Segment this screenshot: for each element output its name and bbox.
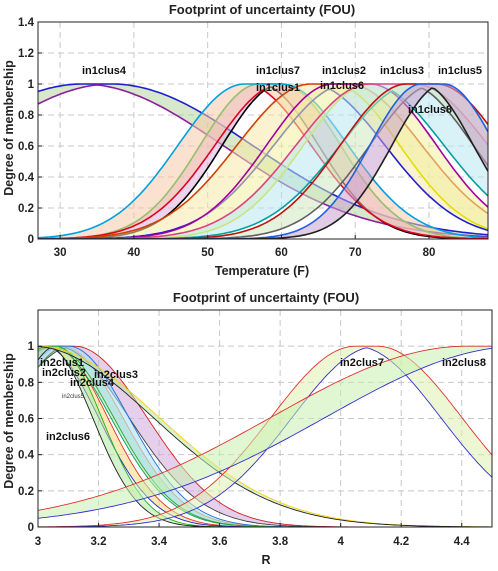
x-tick-label: 80	[423, 247, 436, 259]
series-in1clus1	[38, 83, 488, 239]
upper-membership-in2clus5	[38, 345, 492, 527]
annotation-in2clus4: in2clus4	[70, 377, 115, 389]
y-tick-label: 1.2	[18, 48, 34, 60]
lower-membership-in2clus7	[38, 347, 492, 527]
annotation-in2clus8: in2clus8	[442, 357, 486, 369]
x-tick-label: 30	[54, 247, 67, 259]
x-tick-label: 70	[349, 247, 362, 259]
upper-membership-in1clus5	[38, 83, 488, 239]
plot-area: 3 3.2 3.4 3.6 3.8 4 4.2 4.4 0 0.2 0.4 0.6 0.8 1	[18, 309, 493, 548]
lower-membership-in2clus5	[38, 346, 492, 527]
series-group	[38, 83, 488, 239]
annotation-in2clus7: in2clus7	[340, 357, 384, 369]
upper-membership-in2clus4	[38, 345, 492, 527]
upper-membership-in1clus8	[38, 83, 488, 239]
y-tick-label: 0	[28, 522, 34, 534]
chart-title: Footprint of uncertainty (FOU)	[173, 290, 359, 305]
y-tick-label: 0.6	[18, 141, 34, 153]
y-tick-label: 0	[28, 234, 34, 246]
lower-membership-in2clus8	[38, 347, 492, 519]
curve-annotations: in2clus1 in2clus2 in2clus3 in2clus4 in2c…	[40, 357, 486, 443]
series-in2clus6	[38, 345, 492, 527]
upper-membership-in2clus8	[38, 345, 492, 511]
fou-area-in1clus2	[38, 84, 488, 239]
series-group	[38, 345, 492, 527]
upper-membership-in1clus1	[38, 83, 488, 239]
annotation-in1clus2: in1clus2	[322, 65, 366, 77]
y-tick-label: 0.8	[18, 377, 35, 389]
chart-panel-r: Footprint of uncertainty (FOU) R Degree …	[2, 290, 493, 567]
x-tick-label: 4	[337, 536, 344, 548]
y-tick-label: 1	[28, 341, 35, 353]
chart-panel-temperature: Footprint of uncertainty (FOU) Temperatu…	[2, 2, 489, 278]
axes-frame	[37, 21, 489, 240]
y-axis-label: Degree of membership	[2, 353, 16, 489]
x-tick-label: 3.8	[272, 536, 289, 548]
annotation-in1clus3: in1clus3	[380, 65, 424, 77]
fou-area-in1clus1	[38, 84, 488, 239]
x-axis-label: Temperature (F)	[215, 264, 309, 278]
annotation-in1clus5: in1clus5	[438, 65, 482, 77]
x-tick-label: 4.2	[393, 536, 409, 548]
y-tick-label: 1.4	[18, 17, 35, 29]
y-tick-label: 0.2	[18, 486, 34, 498]
x-tick-label: 3.4	[151, 536, 168, 548]
y-tick-label: 0.4	[18, 172, 35, 184]
y-tick-label: 0.6	[18, 414, 34, 426]
annotation-in1clus7: in1clus7	[256, 65, 300, 77]
fou-area-in2clus4	[38, 346, 492, 527]
ticks: 3 3.2 3.4 3.6 3.8 4 4.2 4.4 0 0.2 0.4 0.6 0.8 1	[18, 341, 470, 548]
y-tick-label: 1	[28, 79, 35, 91]
y-tick-label: 0.8	[18, 110, 35, 122]
plot-area: 30 40 50 60 70 80 0 0.2 0.4 0.6 0.8 1 1.2 1.4	[18, 17, 489, 259]
curve-annotations: in1clus4 in1clus7 in1clus1 in1clus2 in1c…	[82, 65, 482, 116]
x-tick-label: 3	[35, 536, 41, 548]
x-tick-label: 3.6	[212, 536, 228, 548]
series-in2clus5	[38, 345, 492, 527]
annotation-in2clus5: in2clus5	[62, 394, 85, 400]
annotation-in2clus1: in2clus1	[40, 357, 84, 369]
chart-title: Footprint of uncertainty (FOU)	[169, 2, 355, 17]
series-in2clus8	[38, 345, 492, 519]
lower-membership-in2clus6	[38, 345, 492, 527]
x-tick-label: 60	[275, 247, 288, 259]
annotation-in2clus3: in2clus3	[94, 369, 138, 381]
annotation-in1clus1: in1clus1	[256, 82, 300, 94]
upper-membership-in2clus3	[38, 345, 492, 527]
x-tick-label: 3.2	[91, 536, 107, 548]
y-tick-label: 0.2	[18, 203, 34, 215]
x-axis-label: R	[261, 553, 270, 567]
annotation-in1clus8: in1clus8	[408, 104, 452, 116]
annotation-in2clus6: in2clus6	[46, 431, 90, 443]
y-axis-label: Degree of membership	[2, 60, 16, 196]
lower-membership-in1clus1	[38, 88, 488, 239]
x-tick-label: 40	[128, 247, 141, 259]
fou-area-in1clus5	[38, 84, 488, 239]
y-tick-label: 0.4	[18, 450, 35, 462]
x-tick-label: 50	[201, 247, 214, 259]
annotation-in1clus4: in1clus4	[82, 65, 127, 77]
annotation-in1clus6: in1clus6	[320, 80, 364, 92]
ticks: 30 40 50 60 70 80 0 0.2 0.4 0.6 0.8 1 1.2 1.4	[18, 17, 435, 259]
x-tick-label: 4.4	[454, 536, 471, 548]
annotation-in2clus2: in2clus2	[42, 367, 86, 379]
fou-area-in2clus8	[38, 346, 492, 519]
